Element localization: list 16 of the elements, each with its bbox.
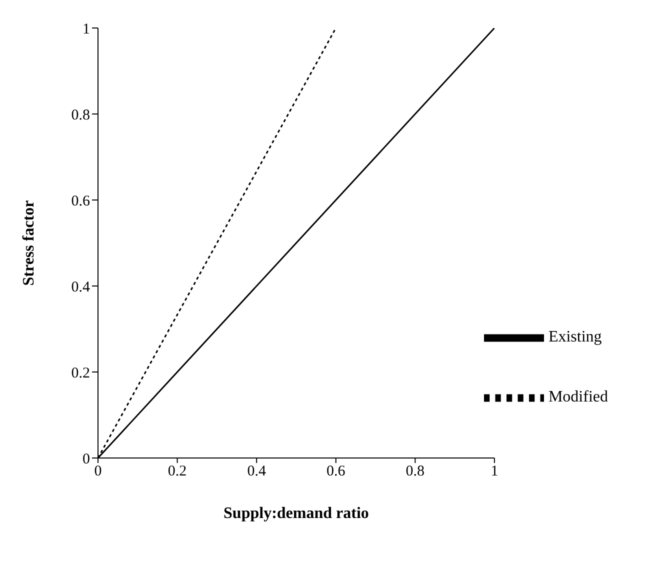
- x-tick-label: 0.4: [247, 464, 266, 480]
- y-axis-title: Stress factor: [20, 200, 38, 286]
- legend-label: Existing: [548, 328, 602, 346]
- y-tick-label: 0: [82, 451, 90, 468]
- legend-label: Modified: [548, 388, 608, 406]
- x-tick-label: 1: [490, 464, 498, 480]
- y-tick-label: 0.8: [71, 107, 90, 124]
- y-tick-label: 0.2: [71, 365, 90, 382]
- y-tick-label: 1: [82, 21, 90, 38]
- x-tick-label: 0.8: [406, 464, 425, 480]
- x-tick-label: 0.2: [168, 464, 187, 480]
- x-axis-title: Supply:demand ratio: [224, 505, 369, 522]
- y-tick-label: 0.6: [71, 193, 90, 210]
- y-tick-label: 0.4: [71, 279, 90, 296]
- x-tick-label: 0.6: [326, 464, 346, 480]
- x-tick-label: 0: [94, 464, 102, 480]
